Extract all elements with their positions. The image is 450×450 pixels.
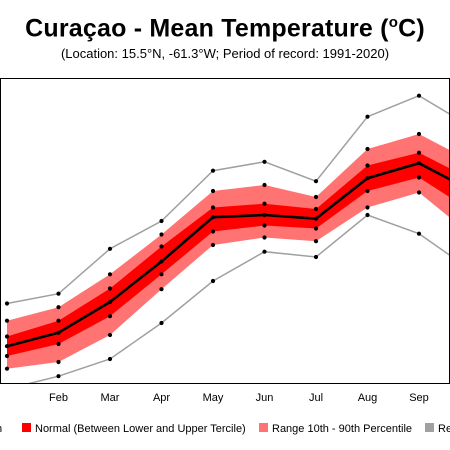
min-point-aug <box>365 212 370 218</box>
mean-point-may <box>210 215 216 220</box>
p90-point-may <box>210 188 216 194</box>
upper_tercile-point-feb <box>56 318 61 323</box>
legend-label-record: Re <box>438 423 450 435</box>
min-point-sep <box>416 231 422 236</box>
mean-point-aug <box>365 176 370 181</box>
upper_tercile-point-mar <box>107 286 113 291</box>
p90-point-jun <box>262 182 267 188</box>
max-point-jul <box>313 179 319 184</box>
lower_tercile-point-aug <box>365 188 370 194</box>
upper_tercile-point-jan <box>4 334 10 339</box>
p10-point-mar <box>107 332 113 338</box>
mean-point-feb <box>56 330 61 335</box>
max-point-feb <box>56 291 61 296</box>
p10-point-apr <box>159 287 164 292</box>
legend-label-range: Range 10th - 90th Percentile <box>272 423 412 435</box>
legend-swatch-range <box>259 423 268 432</box>
lower_tercile-point-jul <box>313 226 319 231</box>
lower_tercile-point-apr <box>159 272 164 277</box>
min-point-jul <box>313 254 319 260</box>
p10-point-aug <box>365 205 370 210</box>
min-point-apr <box>159 320 164 326</box>
max-point-aug <box>365 114 370 119</box>
min-point-feb <box>56 374 61 379</box>
legend-swatch-normal <box>22 423 31 432</box>
upper_tercile-point-sep <box>416 150 422 155</box>
upper_tercile-point-jun <box>262 201 267 206</box>
legend-swatch-record <box>425 423 434 432</box>
lower_tercile-point-feb <box>56 341 61 347</box>
lower_tercile-point-may <box>210 229 216 234</box>
x-tick-label-mar: Mar <box>101 392 120 404</box>
legend-label-mean: n <box>0 423 2 435</box>
lower_tercile-point-sep <box>416 175 422 180</box>
min-point-jun <box>262 249 267 254</box>
legend-label-normal: Normal (Between Lower and Upper Tercile) <box>35 423 246 435</box>
p90-point-sep <box>416 131 422 137</box>
chart-title-unit-prefix: ( <box>380 14 389 43</box>
min-point-may <box>210 278 216 284</box>
p90-point-apr <box>159 232 164 237</box>
max-point-may <box>210 168 216 173</box>
normal-tercile-band <box>7 152 450 356</box>
legend: n Normal (Between Lower and Upper Tercile… <box>0 423 450 435</box>
x-tick-label-jun: Jun <box>256 392 274 404</box>
min-point-jan <box>5 387 9 391</box>
p90-point-jul <box>313 194 319 200</box>
upper_tercile-point-apr <box>159 244 164 249</box>
p90-point-feb <box>56 305 61 310</box>
max-point-jan <box>4 301 10 306</box>
x-tick-label-jul: Jul <box>309 392 323 404</box>
x-tick-label-sep: Sep <box>409 392 429 404</box>
plot-content <box>4 93 450 391</box>
max-point-sep <box>416 93 422 98</box>
chart-title-text: Curaçao - Mean Temperature <box>25 14 374 43</box>
upper_tercile-point-may <box>210 205 216 210</box>
p10-point-may <box>210 242 216 248</box>
p10-point-jan <box>4 366 10 371</box>
mean-point-sep <box>416 161 422 166</box>
x-tick-label-feb: Feb <box>49 392 68 404</box>
chart-title: Curaçao - Mean Temperature (oC) <box>0 14 450 43</box>
max-point-mar <box>107 246 113 251</box>
max-point-jun <box>262 159 267 164</box>
p10-point-jul <box>313 239 319 244</box>
mean-point-jun <box>262 212 267 218</box>
p90-point-jan <box>4 318 10 323</box>
x-tick-label-aug: Aug <box>358 392 378 404</box>
p90-point-aug <box>365 146 370 152</box>
x-tick-label-may: May <box>203 392 224 404</box>
p10-point-jun <box>262 235 267 240</box>
upper_tercile-point-jul <box>313 206 319 212</box>
x-tick-label-apr: Apr <box>153 392 170 404</box>
chart-title-unit-suffix: C) <box>398 14 425 43</box>
mean-point-jul <box>313 216 319 221</box>
p10-point-feb <box>56 359 61 365</box>
p90-point-mar <box>107 272 113 277</box>
mean-point-jan <box>4 344 10 349</box>
p10-point-sep <box>416 190 422 195</box>
upper_tercile-point-aug <box>365 163 370 168</box>
chart-subtitle: (Location: 15.5°N, -61.3°W; Period of re… <box>60 46 390 61</box>
plot-area <box>0 78 450 391</box>
max-point-apr <box>159 218 164 224</box>
lower_tercile-point-jan <box>4 353 10 359</box>
mean-point-mar <box>107 299 113 305</box>
mean-point-apr <box>159 259 164 264</box>
x-axis: FebMarAprMayJunJulAugSepOct <box>49 392 429 404</box>
min-point-mar <box>107 356 113 362</box>
lower_tercile-point-jun <box>262 223 267 228</box>
chart-title-unit-degree: o <box>388 14 399 31</box>
lower_tercile-point-mar <box>107 314 113 319</box>
